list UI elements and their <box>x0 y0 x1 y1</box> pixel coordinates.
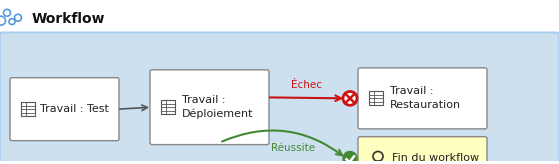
FancyBboxPatch shape <box>0 32 559 164</box>
Text: Travail : Test: Travail : Test <box>40 104 109 114</box>
Text: Travail :: Travail : <box>390 86 433 96</box>
Text: Restauration: Restauration <box>390 100 461 110</box>
Bar <box>369 92 383 105</box>
Text: Fin du workflow: Fin du workflow <box>392 153 479 163</box>
Text: Workflow: Workflow <box>32 12 106 26</box>
FancyBboxPatch shape <box>358 68 487 129</box>
Bar <box>21 102 35 116</box>
FancyBboxPatch shape <box>358 137 487 164</box>
Text: Réussite: Réussite <box>271 144 315 154</box>
Bar <box>0 0 559 32</box>
Text: Déploiement: Déploiement <box>182 109 253 119</box>
Bar <box>161 100 175 114</box>
Text: Échec: Échec <box>291 80 322 90</box>
FancyBboxPatch shape <box>150 70 269 145</box>
Text: Travail :: Travail : <box>182 95 225 105</box>
Circle shape <box>343 92 357 105</box>
Circle shape <box>343 152 357 164</box>
FancyBboxPatch shape <box>10 78 119 141</box>
